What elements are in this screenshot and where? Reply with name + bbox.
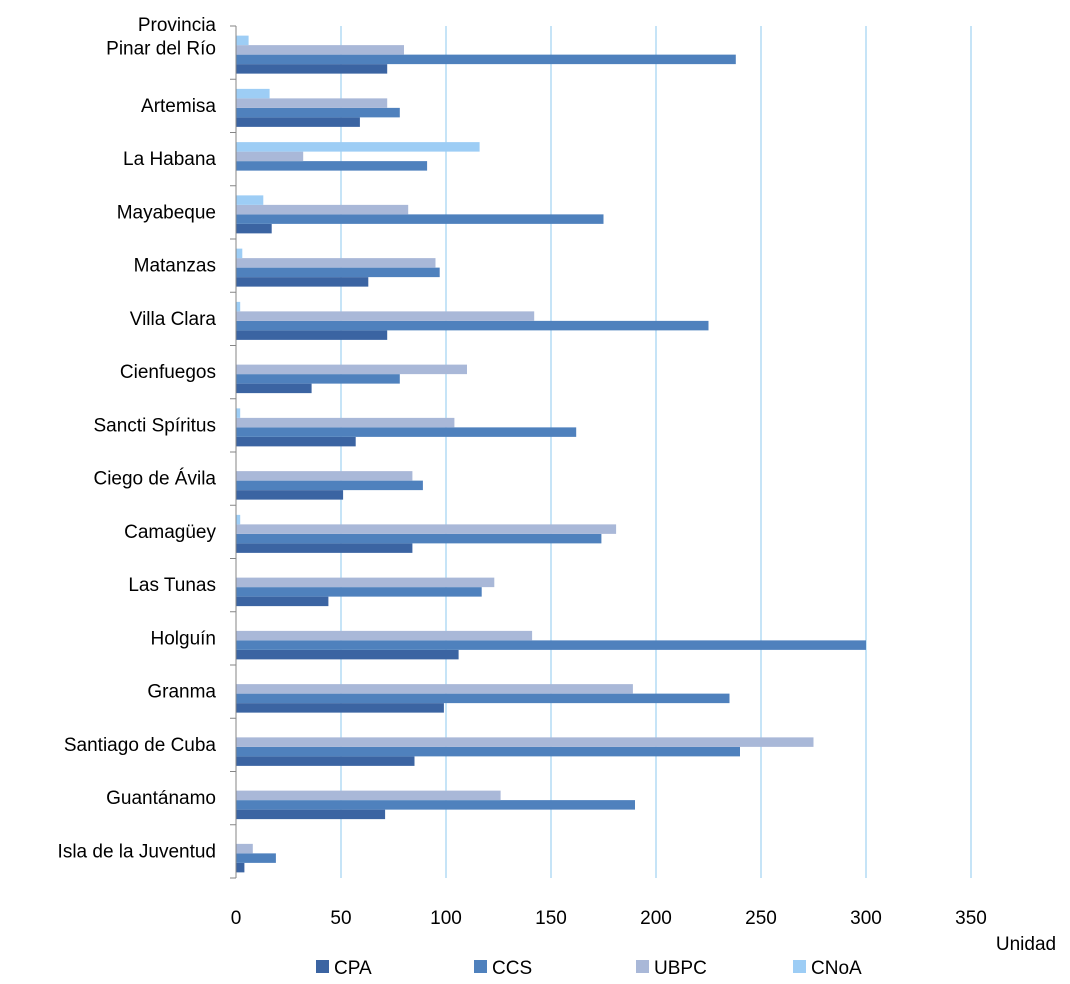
bar-ccs-1 <box>236 107 400 118</box>
bar-ubpc-3 <box>236 204 409 215</box>
bar-cnoa-0 <box>236 35 249 46</box>
bar-cnoa-1 <box>236 88 270 99</box>
bar-cnoa-4 <box>236 248 243 259</box>
bar-ccs-10 <box>236 587 482 597</box>
bar-cpa-3 <box>236 223 272 234</box>
legend-label-ccs: CCS <box>492 958 532 979</box>
category-label: Camagüey <box>124 522 216 543</box>
legend-swatch-cpa <box>316 960 329 973</box>
bar-ubpc-8 <box>236 471 413 481</box>
legend-label-ubpc: UBPC <box>654 958 707 979</box>
value-tick-labels: 0 50 100 150 200 250 300 350 <box>231 908 987 929</box>
category-label: Holguín <box>151 628 217 649</box>
bar-ccs-14 <box>236 800 635 810</box>
bar-ubpc-7 <box>236 417 455 428</box>
bar-cpa-15 <box>236 862 245 873</box>
category-label: Santiago de Cuba <box>64 735 217 756</box>
category-label: Pinar del Río <box>106 39 216 60</box>
bar-ubpc-14 <box>236 790 501 801</box>
bar-cpa-6 <box>236 383 312 394</box>
bar-cpa-12 <box>236 703 444 713</box>
bar-ccs-13 <box>236 746 740 757</box>
bar-ccs-15 <box>236 853 276 863</box>
value-axis-title: Unidad <box>996 934 1056 955</box>
bar-cnoa-5 <box>236 301 241 312</box>
bar-cpa-11 <box>236 649 459 660</box>
bar-ubpc-0 <box>236 45 404 55</box>
category-label: Isla de la Juventud <box>58 841 216 862</box>
category-label: Villa Clara <box>130 309 217 330</box>
tick-label-100: 100 <box>430 908 462 929</box>
category-label: La Habana <box>123 149 216 170</box>
bar-cpa-0 <box>236 64 388 74</box>
bar-ccs-3 <box>236 214 604 224</box>
tick-label-200: 200 <box>640 908 672 929</box>
bar-ccs-5 <box>236 320 709 331</box>
legend-swatch-ccs <box>474 960 487 973</box>
category-label: Guantánamo <box>106 788 216 809</box>
bar-cnoa-7 <box>236 408 241 418</box>
category-axis-title: Provincia <box>138 15 217 36</box>
legend-label-cnoa: CNoA <box>811 958 862 979</box>
bar-cpa-8 <box>236 490 344 500</box>
bar-cpa-13 <box>236 756 415 766</box>
bar-ubpc-9 <box>236 524 617 534</box>
bar-ubpc-15 <box>236 843 253 854</box>
tick-label-250: 250 <box>745 908 777 929</box>
bar-ccs-0 <box>236 54 736 65</box>
bar-ccs-8 <box>236 480 423 491</box>
bar-ccs-4 <box>236 267 440 278</box>
category-label: Artemisa <box>141 96 216 117</box>
bar-ubpc-10 <box>236 577 495 588</box>
category-label: Granma <box>147 682 216 703</box>
bar-cnoa-3 <box>236 195 264 205</box>
category-label: Sancti Spíritus <box>94 415 217 436</box>
bar-ccs-11 <box>236 640 866 650</box>
tick-label-50: 50 <box>330 908 351 929</box>
legend-label-cpa: CPA <box>334 958 372 979</box>
bar-ubpc-13 <box>236 737 814 747</box>
bar-cpa-5 <box>236 330 388 340</box>
tick-label-0: 0 <box>231 908 242 929</box>
bar-cnoa-2 <box>236 142 480 152</box>
bar-ccs-7 <box>236 427 577 437</box>
legend: CPA CCS UBPC CNoA <box>316 958 862 979</box>
bar-cpa-4 <box>236 277 369 287</box>
bar-ccs-6 <box>236 374 400 384</box>
category-label: Mayabeque <box>117 202 216 223</box>
category-label: Matanzas <box>134 256 216 277</box>
bar-cpa-14 <box>236 809 386 820</box>
bars <box>236 35 866 873</box>
category-labels: Pinar del Río Artemisa La Habana Mayabeque M… <box>58 39 217 863</box>
bar-ccs-9 <box>236 533 602 544</box>
legend-swatch-ubpc <box>636 960 649 973</box>
tick-label-350: 350 <box>955 908 987 929</box>
bar-ccs-12 <box>236 693 730 704</box>
gridlines <box>340 26 972 878</box>
bar-ubpc-5 <box>236 311 535 321</box>
category-label: Ciego de Ávila <box>93 469 216 490</box>
tick-label-150: 150 <box>535 908 567 929</box>
bar-cpa-10 <box>236 596 329 607</box>
bar-cpa-9 <box>236 543 413 553</box>
bar-ubpc-1 <box>236 98 388 108</box>
tick-label-300: 300 <box>850 908 882 929</box>
bar-ubpc-4 <box>236 258 436 268</box>
axes <box>230 25 237 879</box>
category-label: Cienfuegos <box>120 362 216 383</box>
bar-ubpc-6 <box>236 364 467 375</box>
bar-cpa-1 <box>236 117 360 127</box>
bar-cnoa-9 <box>236 514 241 525</box>
bar-cpa-7 <box>236 436 356 447</box>
bar-ubpc-2 <box>236 151 304 162</box>
bar-ubpc-12 <box>236 684 633 694</box>
legend-swatch-cnoa <box>793 960 806 973</box>
bar-ubpc-11 <box>236 630 533 641</box>
category-label: Las Tunas <box>128 575 216 596</box>
bar-ccs-2 <box>236 161 428 171</box>
